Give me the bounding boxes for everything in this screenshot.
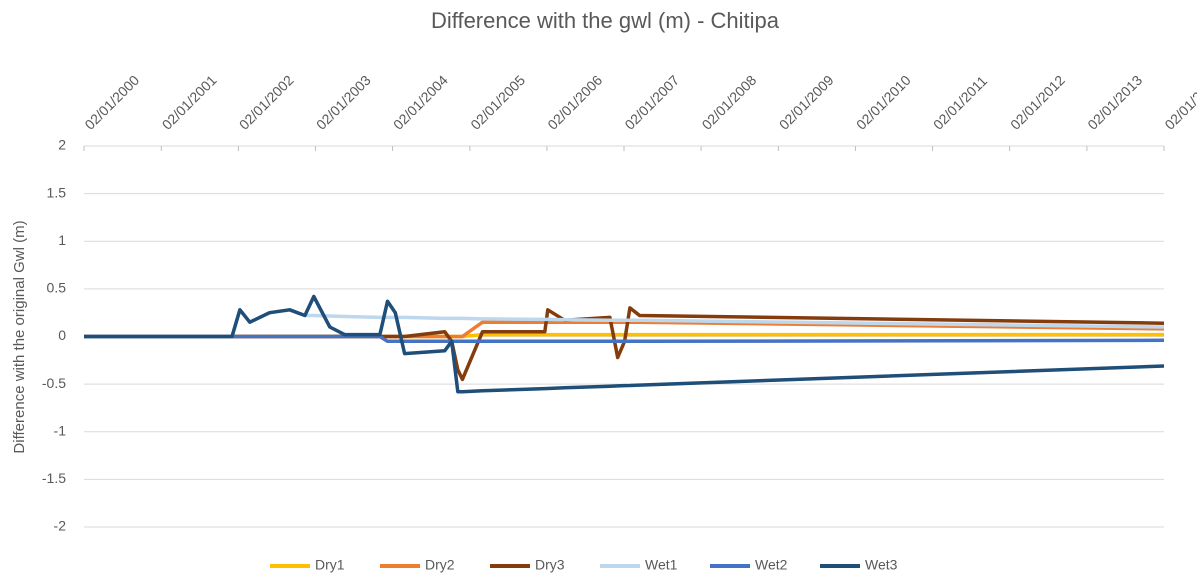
y-tick-label: 2: [58, 137, 66, 153]
x-tick-label: 02/01/2010: [853, 72, 914, 133]
x-tick-label: 02/01/2004: [390, 72, 451, 133]
y-tick-label: -1.5: [42, 470, 66, 486]
y-tick-label: -0.5: [42, 375, 66, 391]
x-tick-label: 02/01/2011: [930, 72, 990, 132]
x-tick-label: 02/01/2007: [621, 72, 682, 133]
x-tick-label: 02/01/2000: [81, 72, 142, 133]
y-tick-label: -2: [54, 518, 67, 534]
legend-label: Dry3: [535, 557, 565, 573]
y-axis-label: Difference with the original Gwl (m): [11, 220, 28, 453]
x-tick-label: 02/01/2014: [1161, 72, 1197, 133]
y-tick-label: 0.5: [47, 280, 67, 296]
x-tick-label: 02/01/2002: [236, 72, 297, 133]
x-tick-label: 02/01/2006: [544, 72, 605, 133]
series-line: [84, 334, 1165, 344]
x-tick-label: 02/01/2012: [1007, 72, 1068, 133]
x-tick-label: 02/01/2008: [699, 72, 760, 133]
x-tick-label: 02/01/2005: [467, 72, 528, 133]
y-tick-label: 1: [58, 232, 66, 248]
x-tick-label: 02/01/2009: [776, 72, 837, 133]
y-tick-label: -1: [54, 422, 67, 438]
legend-label: Dry1: [315, 557, 345, 573]
y-tick-label: 0: [58, 327, 66, 343]
x-tick-label: 02/01/2003: [313, 72, 374, 133]
y-tick-label: 1.5: [47, 184, 67, 200]
legend-label: Wet3: [865, 557, 898, 573]
legend-label: Wet2: [755, 557, 788, 573]
series-line: [84, 294, 1165, 394]
chart-title: Difference with the gwl (m) - Chitipa: [431, 8, 780, 33]
legend-label: Dry2: [425, 557, 455, 573]
legend-label: Wet1: [645, 557, 678, 573]
x-tick-label: 02/01/2013: [1084, 72, 1145, 133]
x-tick-label: 02/01/2001: [159, 72, 220, 133]
